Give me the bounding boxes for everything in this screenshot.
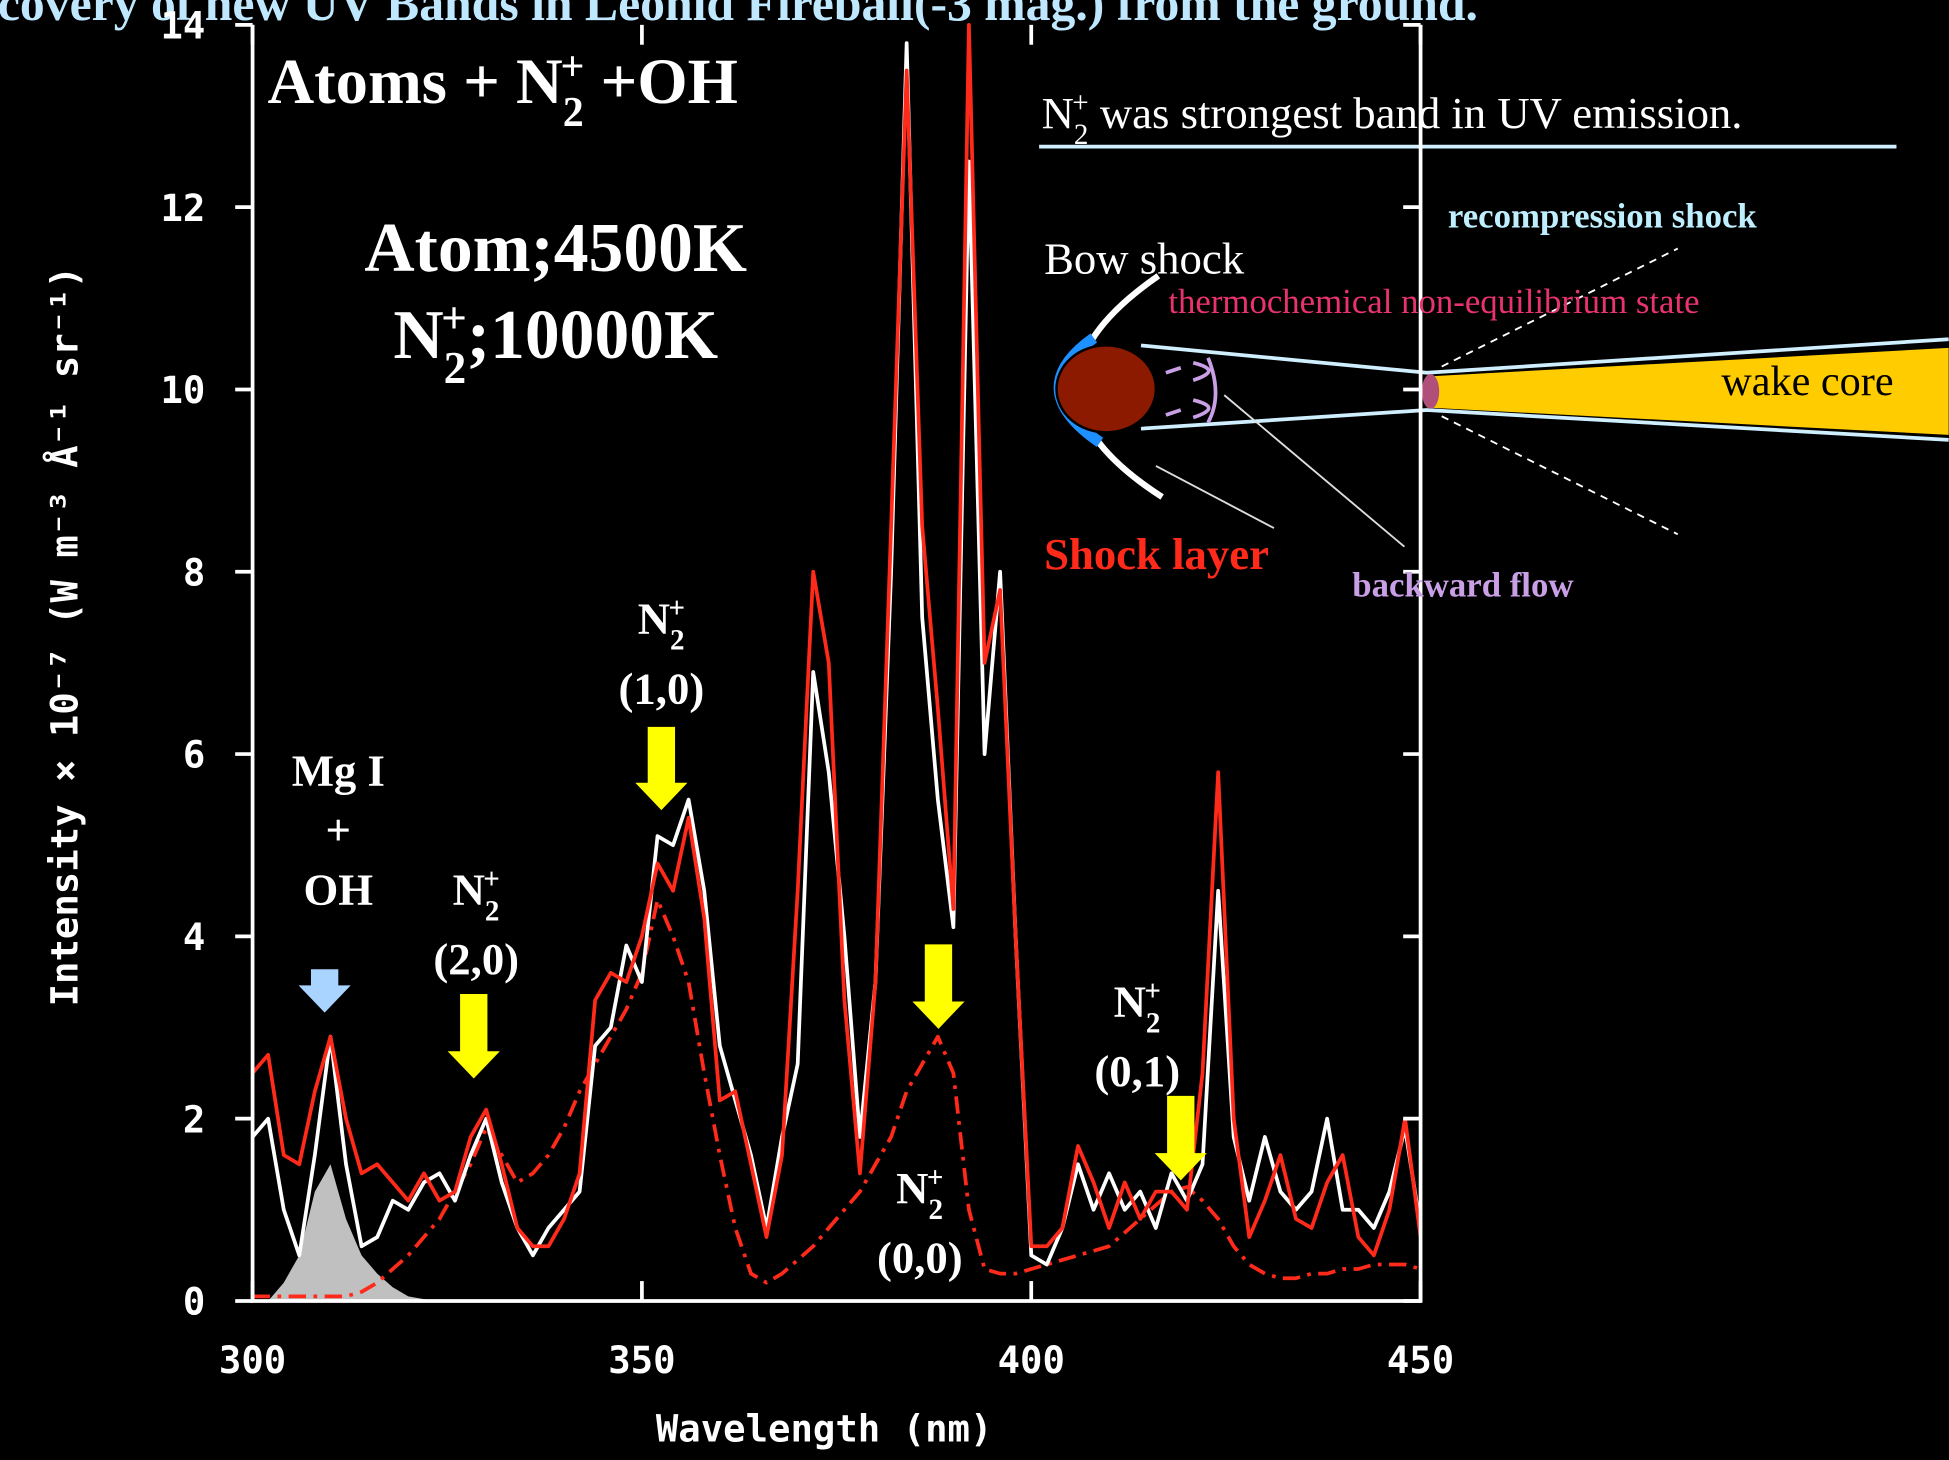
band-label-part: +: [483, 864, 500, 896]
band-label-part: 2: [1146, 1007, 1161, 1039]
temperature-label-part: N: [393, 297, 443, 374]
model-label-part: +OH: [584, 45, 737, 117]
band-label: (0,0): [877, 1232, 963, 1282]
x-tick-label: 400: [998, 1338, 1065, 1382]
y-tick-label: 6: [183, 733, 205, 777]
band-label: N2+: [638, 593, 685, 657]
inset-label: Bow shock: [1044, 233, 1245, 283]
band-label: (0,1): [1094, 1046, 1180, 1096]
labels: covery of new UV Bands in Leonid Firebal…: [0, 0, 1893, 1451]
band-label-part: N: [1114, 976, 1146, 1026]
temperature-label-part: ;10000K: [467, 297, 718, 374]
y-tick-label: 14: [160, 4, 205, 48]
x-tick-label: 300: [219, 1338, 286, 1382]
band-label-part: N: [453, 865, 485, 915]
band-label-part: N: [896, 1163, 928, 1213]
arrow: [298, 969, 351, 1013]
band-label-part: +: [1144, 975, 1161, 1007]
wake-boundary: [1140, 337, 1949, 375]
x-axis-label: Wavelength (nm): [656, 1406, 993, 1450]
model-label: Atoms + N2+ +OH: [267, 44, 737, 136]
y-axis-label: Intensity × 10⁻⁷ (W m⁻³ Å⁻¹ sr⁻¹): [42, 266, 86, 1006]
band-label-part: N: [638, 594, 670, 644]
axis-frame: [250, 24, 1423, 1303]
band-label-part: +: [668, 593, 685, 625]
band-label: (1,0): [619, 663, 705, 713]
pointer: [1155, 465, 1275, 529]
line: [251, 22, 1423, 1258]
arrow: [1154, 1095, 1207, 1181]
y-tick-label: 2: [183, 1097, 205, 1141]
x-tick-label: 350: [608, 1338, 675, 1382]
band-label: +: [326, 805, 351, 855]
y-tick-label: 10: [160, 368, 205, 412]
y-tick-label: 8: [183, 550, 205, 594]
inset-diagram: [1039, 144, 1949, 548]
inset-headline-part: +: [1072, 87, 1088, 119]
chart-title: covery of new UV Bands in Leonid Firebal…: [0, 0, 1478, 31]
model-label-part: Atoms + N: [267, 45, 562, 117]
band-label-part: 2: [485, 896, 500, 928]
temperature-label: N2+;10000K: [393, 293, 718, 393]
y-tick-label: 12: [160, 186, 205, 230]
model-label-part: 2: [563, 90, 584, 136]
inset-label: backward flow: [1352, 565, 1573, 604]
band-label: (2,0): [433, 934, 519, 984]
band-label: N2+: [896, 1162, 943, 1226]
band-label-part: +: [927, 1162, 944, 1194]
arrow: [912, 944, 965, 1029]
inset-label: wake core: [1721, 358, 1893, 405]
plot-area: [235, 22, 1423, 1303]
band-label: Mg I: [292, 745, 385, 795]
inset-label: recompression shock: [1448, 196, 1758, 235]
model-label-part: +: [560, 44, 584, 90]
pointer: [1223, 394, 1406, 548]
arrow: [447, 994, 500, 1079]
line: [252, 897, 1422, 1299]
wake-boundary: [1140, 408, 1949, 442]
y-tick-label: 4: [183, 915, 205, 959]
band-label: N2+: [453, 864, 500, 928]
backward-flow-arrows: [1165, 357, 1218, 424]
inset-headline: N2+ was strongest band in UV emission.: [1042, 87, 1743, 151]
inset-headline-part: was strongest band in UV emission.: [1089, 88, 1743, 138]
recompression-shock-line: [1441, 415, 1679, 536]
temperature-label-part: 2: [444, 343, 467, 393]
area: [252, 1164, 455, 1301]
band-label: OH: [304, 865, 374, 915]
inset-label: Shock layer: [1044, 529, 1269, 579]
wake-core-shape: [1426, 347, 1949, 435]
temperature-label-part: +: [441, 293, 467, 343]
band-label-part: 2: [670, 625, 685, 657]
arrow: [635, 726, 688, 811]
inset-headline-part: 2: [1074, 119, 1089, 151]
recompression-shock-line: [1441, 247, 1679, 368]
inset-headline-part: N: [1042, 88, 1074, 138]
band-label: N2+: [1114, 975, 1161, 1039]
meteoroid: [1055, 344, 1158, 434]
y-tick-label: 0: [183, 1280, 205, 1324]
temperature-label: Atom;4500K: [364, 210, 747, 287]
band-label-part: 2: [928, 1194, 943, 1226]
x-tick-label: 450: [1387, 1338, 1454, 1382]
inset-label: thermochemical non-equilibrium state: [1168, 282, 1699, 321]
neck: [1421, 374, 1440, 409]
